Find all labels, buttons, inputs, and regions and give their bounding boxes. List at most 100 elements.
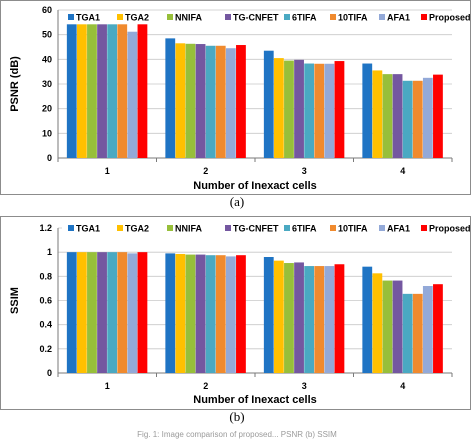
legend-label: NNIFA [175, 13, 203, 23]
bar-nnifa-3 [284, 263, 294, 373]
y-tick-label: 0.2 [39, 344, 52, 354]
legend-swatch [117, 14, 123, 20]
legend-swatch [68, 225, 74, 231]
x-tick-label: 4 [400, 381, 405, 391]
x-axis-label: Number of Inexact cells [193, 394, 317, 406]
bar-10tifa-4 [412, 293, 423, 373]
bar-tga1-1 [66, 252, 77, 373]
chart-a-frame [0, 0, 471, 195]
bar-afa1-1 [127, 253, 138, 374]
legend-label: TGA1 [76, 224, 100, 234]
bar-proposed-1 [137, 252, 148, 373]
legend-swatch [421, 225, 427, 231]
bar-10tifa-4 [412, 80, 423, 158]
legend-swatch [379, 14, 385, 20]
legend-swatch [284, 14, 290, 20]
chart-b-frame [0, 216, 471, 410]
legend-swatch [225, 14, 231, 20]
bar-tga2-1 [76, 24, 87, 159]
bar-nnifa-1 [87, 252, 97, 373]
y-tick-label: 0.4 [39, 320, 52, 330]
bar-tga1-4 [362, 63, 373, 158]
legend-swatch [421, 14, 427, 20]
bar-proposed-1 [137, 24, 148, 159]
bar-tga2-1 [76, 252, 87, 373]
legend-label: 10TIFA [338, 13, 368, 23]
bar-proposed-3 [334, 264, 345, 373]
y-axis-label: SSIM [9, 287, 21, 314]
bar-afa1-2 [225, 48, 236, 159]
bar-afa1-1 [127, 31, 138, 158]
bar-proposed-2 [236, 255, 246, 373]
y-tick-label: 20 [42, 104, 52, 114]
bar-tg-cnfet-3 [294, 59, 304, 158]
x-tick-label: 3 [302, 166, 307, 176]
bar-proposed-4 [433, 284, 443, 373]
legend-swatch [68, 14, 74, 20]
legend-label: 10TIFA [338, 224, 368, 234]
legend-background [62, 11, 454, 24]
y-tick-label: 50 [42, 30, 52, 40]
bar-nnifa-1 [87, 24, 97, 159]
x-tick-label: 1 [105, 381, 110, 391]
chart-a: 0 10 20 30 40 50 60 1 2 3 4 Number of Inexact cells… [9, 5, 471, 192]
bar-tg-cnfet-2 [195, 44, 206, 158]
chart-b-caption: (b) [229, 409, 244, 424]
y-tick-label: 0.8 [39, 271, 52, 281]
legend-label: NNIFA [175, 224, 203, 234]
bar-proposed-4 [433, 74, 443, 158]
bar-tga1-1 [66, 24, 77, 159]
bar-10tifa-2 [215, 45, 226, 158]
bar-6tifa-3 [304, 266, 315, 373]
legend-label: Proposed [429, 13, 471, 23]
legend-swatch [167, 14, 173, 20]
bar-tga1-2 [165, 253, 176, 374]
x-tick-label: 1 [105, 166, 110, 176]
bar-6tifa-4 [402, 293, 413, 373]
bar-nnifa-3 [284, 60, 294, 158]
y-tick-label: 0.6 [39, 296, 52, 306]
bar-tga2-2 [175, 253, 186, 373]
bar-tg-cnfet-2 [195, 254, 206, 373]
legend-label: Proposed [429, 224, 471, 234]
bar-tg-cnfet-1 [97, 24, 107, 159]
legend-label: TG-CNFET [233, 13, 279, 23]
x-tick-label: 2 [203, 381, 208, 391]
legend: TGA1 TGA2 NNIFA TG-CNFET 6TIFA 10TIFA AFA1 Prop… [62, 222, 471, 235]
bar-6tifa-4 [402, 80, 413, 158]
x-tick-label: 4 [400, 166, 405, 176]
legend-label: TGA2 [125, 224, 149, 234]
legend-swatch [117, 225, 123, 231]
bar-10tifa-1 [117, 252, 128, 373]
legend-background [62, 222, 454, 235]
y-tick-label: 10 [42, 128, 52, 138]
legend-swatch [330, 225, 336, 231]
bar-10tifa-1 [117, 24, 128, 159]
bar-tga2-4 [372, 70, 383, 158]
legend: TGA1 TGA2 NNIFA TG-CNFET 6TIFA 10TIFA AFA1 Prop… [62, 11, 471, 24]
legend-swatch [225, 225, 231, 231]
bar-tga1-3 [263, 50, 274, 159]
bar-afa1-2 [225, 256, 236, 373]
bar-10tifa-2 [215, 255, 226, 373]
bar-tg-cnfet-1 [97, 252, 107, 373]
legend-swatch [284, 225, 290, 231]
bar-tga1-3 [263, 257, 274, 373]
legend-swatch [379, 225, 385, 231]
bar-nnifa-2 [185, 254, 196, 373]
x-axis-label: Number of Inexact cells [193, 180, 317, 192]
legend-label: TGA1 [76, 13, 100, 23]
bar-afa1-3 [324, 266, 335, 373]
y-tick-label: 0 [47, 368, 52, 378]
legend-label: TG-CNFET [233, 224, 279, 234]
x-tick-label: 2 [203, 166, 208, 176]
y-tick-label: 1.2 [39, 223, 52, 233]
bar-tga2-3 [273, 260, 284, 374]
bar-10tifa-3 [314, 266, 325, 373]
legend-label: 6TIFA [292, 13, 317, 23]
legend-label: AFA1 [387, 224, 410, 234]
bar-6tifa-1 [107, 252, 118, 373]
bar-6tifa-1 [107, 24, 118, 159]
bar-tg-cnfet-3 [294, 262, 304, 373]
